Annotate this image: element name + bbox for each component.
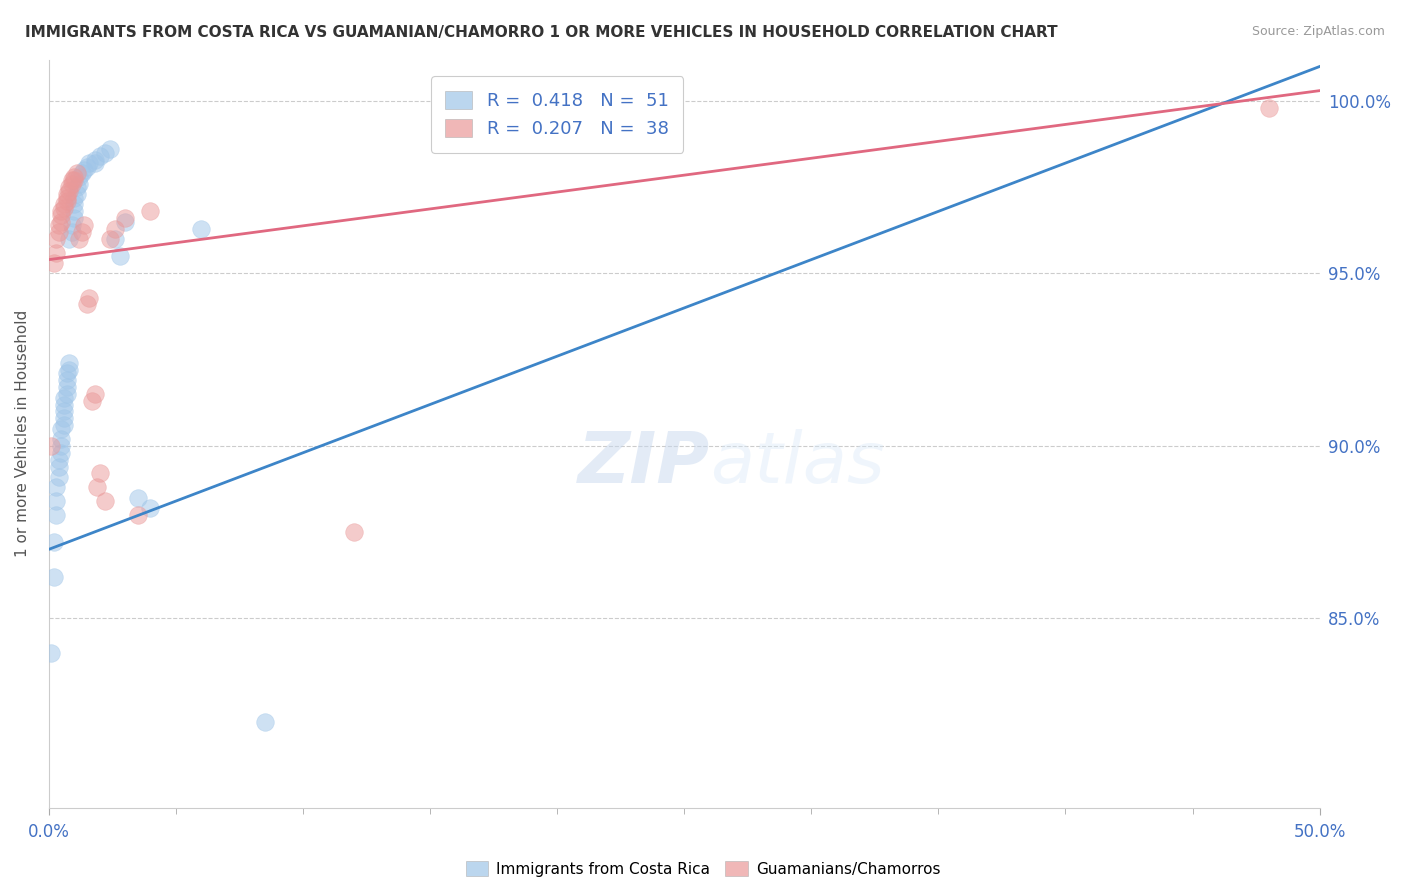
Point: [86, 480, 108, 494]
Point: [53, 411, 76, 425]
Point: [51, 446, 73, 460]
Point: [67, 232, 90, 246]
Point: [51, 422, 73, 436]
Point: [79, 291, 101, 305]
Text: atlas: atlas: [710, 429, 884, 499]
Point: [63, 169, 86, 184]
Point: [114, 211, 136, 226]
Point: [58, 356, 80, 370]
Point: [63, 190, 86, 204]
Point: [93, 145, 115, 160]
Point: [55, 380, 77, 394]
Text: ZIP: ZIP: [578, 429, 710, 499]
Point: [39, 439, 62, 453]
Point: [104, 232, 127, 246]
Point: [66, 166, 89, 180]
Point: [104, 221, 127, 235]
Point: [73, 218, 96, 232]
Legend: Immigrants from Costa Rica, Guamanians/Chamorros: Immigrants from Costa Rica, Guamanians/C…: [458, 853, 948, 884]
Point: [55, 367, 77, 381]
Point: [66, 187, 89, 202]
Point: [63, 204, 86, 219]
Point: [83, 153, 105, 167]
Point: [58, 363, 80, 377]
Point: [53, 201, 76, 215]
Point: [83, 387, 105, 401]
Point: [70, 166, 93, 180]
Point: [76, 160, 98, 174]
Point: [127, 508, 149, 522]
Point: [67, 169, 90, 184]
Point: [89, 149, 111, 163]
Point: [53, 404, 76, 418]
Point: [98, 232, 121, 246]
Point: [51, 439, 73, 453]
Point: [60, 173, 83, 187]
Point: [253, 714, 276, 729]
Point: [45, 508, 67, 522]
Point: [127, 491, 149, 505]
Point: [48, 218, 70, 232]
Point: [58, 180, 80, 194]
Point: [55, 187, 77, 202]
Point: [73, 163, 96, 178]
Point: [55, 373, 77, 387]
Point: [139, 204, 162, 219]
Point: [58, 184, 80, 198]
Point: [55, 190, 77, 204]
Point: [39, 646, 62, 660]
Point: [76, 297, 98, 311]
Point: [51, 432, 73, 446]
Point: [53, 391, 76, 405]
Point: [48, 452, 70, 467]
Point: [63, 211, 86, 226]
Point: [83, 156, 105, 170]
Point: [70, 225, 93, 239]
Point: [67, 177, 90, 191]
Point: [58, 232, 80, 246]
Point: [139, 500, 162, 515]
Point: [114, 215, 136, 229]
Point: [89, 467, 111, 481]
Point: [108, 249, 131, 263]
Point: [60, 225, 83, 239]
Point: [51, 208, 73, 222]
Point: [60, 218, 83, 232]
Point: [343, 525, 366, 540]
Point: [45, 232, 67, 246]
Point: [53, 418, 76, 433]
Point: [48, 459, 70, 474]
Point: [98, 142, 121, 156]
Point: [42, 570, 65, 584]
Point: [66, 180, 89, 194]
Point: [45, 245, 67, 260]
Point: [93, 494, 115, 508]
Point: [48, 225, 70, 239]
Point: [51, 204, 73, 219]
Point: [42, 535, 65, 549]
Point: [51, 215, 73, 229]
Point: [45, 494, 67, 508]
Point: [53, 197, 76, 211]
Point: [53, 397, 76, 411]
Point: [55, 194, 77, 208]
Point: [60, 177, 83, 191]
Point: [1257, 101, 1279, 115]
Point: [63, 197, 86, 211]
Point: [79, 156, 101, 170]
Point: [80, 394, 103, 409]
Point: [55, 387, 77, 401]
Point: [48, 470, 70, 484]
Text: IMMIGRANTS FROM COSTA RICA VS GUAMANIAN/CHAMORRO 1 OR MORE VEHICLES IN HOUSEHOLD: IMMIGRANTS FROM COSTA RICA VS GUAMANIAN/…: [25, 25, 1057, 40]
Point: [190, 221, 212, 235]
Point: [45, 480, 67, 494]
Text: Source: ZipAtlas.com: Source: ZipAtlas.com: [1251, 25, 1385, 38]
Legend: R =  0.418   N =  51, R =  0.207   N =  38: R = 0.418 N = 51, R = 0.207 N = 38: [432, 76, 683, 153]
Point: [42, 256, 65, 270]
Y-axis label: 1 or more Vehicles in Household: 1 or more Vehicles in Household: [15, 310, 30, 558]
Point: [63, 173, 86, 187]
